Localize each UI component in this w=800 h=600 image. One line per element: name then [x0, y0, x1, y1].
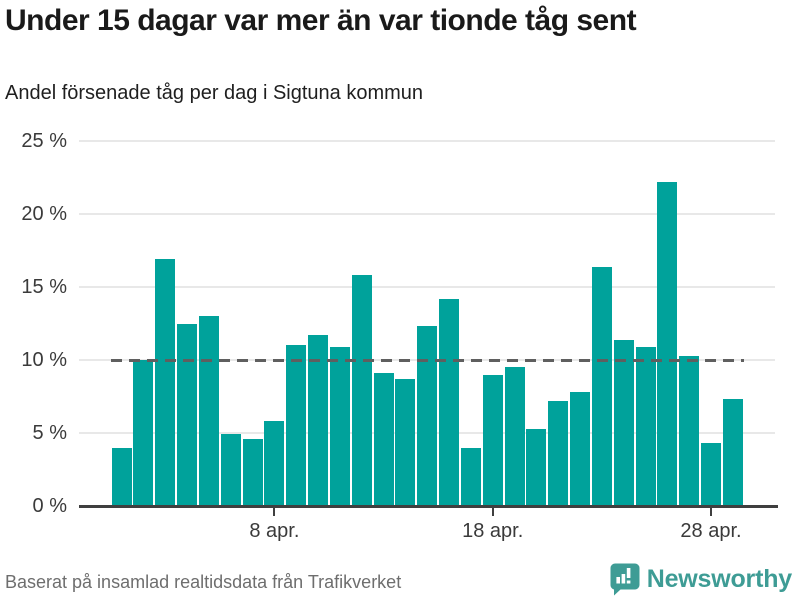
bar-28apr — [701, 443, 721, 506]
x-tick-28 — [710, 508, 712, 516]
x-axis-label-18: 18 apr. — [462, 520, 524, 542]
bar-8apr — [264, 421, 285, 506]
bar-21apr — [548, 400, 569, 506]
bar-22apr — [570, 392, 591, 506]
y-axis-label-20: 20 % — [21, 203, 67, 225]
x-axis-line — [79, 505, 778, 508]
bar-4apr — [177, 323, 198, 506]
bar-11apr — [329, 346, 350, 506]
gridline-25 — [79, 140, 775, 142]
bar-19apr — [504, 367, 525, 506]
bar-15apr — [417, 326, 438, 506]
bar-13apr — [373, 373, 394, 506]
bar-5apr — [198, 316, 219, 506]
brand-logo: Newsworthy — [610, 562, 792, 596]
page-title: Under 15 dagar var mer än var tionde tåg… — [5, 4, 637, 37]
bar-9apr — [286, 345, 307, 506]
x-tick-8 — [273, 508, 276, 516]
bar-14apr — [395, 378, 416, 506]
bar-16apr — [439, 298, 460, 506]
bar-18apr — [482, 374, 503, 506]
newsworthy-bubble-chart-icon — [610, 563, 640, 596]
y-axis-label-5: 5 % — [32, 422, 67, 444]
bar-29apr — [722, 399, 743, 506]
bar-12apr — [351, 275, 372, 506]
gridline-15 — [79, 286, 775, 288]
gridline-20 — [79, 213, 775, 215]
y-axis-label-0: 0 % — [32, 495, 67, 517]
bar-25apr — [635, 346, 656, 506]
bar-24apr — [613, 339, 634, 506]
bar-10apr — [308, 335, 329, 506]
bar-27apr — [679, 355, 700, 506]
bar-26apr — [657, 181, 678, 506]
bar-2apr — [133, 360, 154, 506]
bar-6apr — [220, 434, 241, 506]
x-axis-label-8: 8 apr. — [249, 520, 300, 542]
bar-3apr — [155, 259, 176, 506]
bar-1apr — [111, 447, 132, 506]
brand-wordmark: Newsworthy — [646, 564, 792, 593]
bar-23apr — [591, 266, 612, 506]
source-note: Baserat på insamlad realtidsdata från Tr… — [5, 572, 402, 592]
bar-17apr — [460, 447, 481, 506]
x-tick-18 — [491, 508, 494, 516]
bar-20apr — [526, 428, 547, 506]
bar-7apr — [242, 438, 263, 506]
x-axis-label-28: 28 apr. — [680, 520, 742, 542]
y-axis-label-15: 15 % — [21, 276, 67, 298]
reference-line-10pct — [111, 359, 744, 362]
chart-subtitle: Andel försenade tåg per dag i Sigtuna ko… — [5, 82, 424, 104]
y-axis-label-10: 10 % — [21, 349, 67, 371]
y-axis-label-25: 25 % — [21, 130, 67, 152]
